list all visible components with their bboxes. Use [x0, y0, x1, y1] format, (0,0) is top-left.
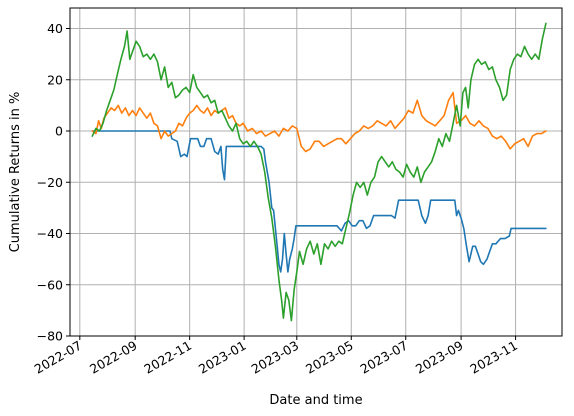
series-line-2 [91, 91, 547, 153]
x-axis-ticks: 2022-07 2022-09 2022-11 2023-01 2023-03 2023-… [32, 336, 520, 377]
x-tick-label: 2023-01 [196, 338, 249, 377]
y-tick-label: 0 [55, 124, 63, 139]
x-tick-label: 2022-11 [141, 338, 194, 377]
x-tick-label: 2023-07 [358, 338, 411, 377]
plot-frame [69, 7, 563, 337]
y-gridlines [70, 28, 562, 337]
x-tick-label: 2023-09 [413, 338, 466, 377]
y-tick-label: −80 [37, 329, 63, 344]
y-axis-ticks: −80 −60 −40 −20 0 20 40 [37, 21, 70, 344]
x-tick-label: 2023-11 [467, 338, 520, 377]
series-line-1 [91, 130, 547, 273]
y-tick-label: 20 [47, 72, 63, 87]
x-tick-label: 2022-09 [87, 338, 140, 377]
x-gridlines [79, 8, 517, 336]
x-tick-label: 2023-03 [249, 338, 302, 377]
x-axis-label: Date and time [269, 393, 362, 408]
y-tick-label: −40 [37, 226, 63, 241]
y-axis-label: Cumulative Returns in % [8, 92, 23, 253]
y-tick-label: −60 [37, 277, 63, 292]
x-tick-label: 2023-05 [303, 338, 356, 377]
y-tick-label: 40 [47, 21, 63, 36]
y-tick-label: −20 [37, 175, 63, 190]
series-line-3 [91, 22, 547, 322]
series-layer [91, 22, 547, 322]
